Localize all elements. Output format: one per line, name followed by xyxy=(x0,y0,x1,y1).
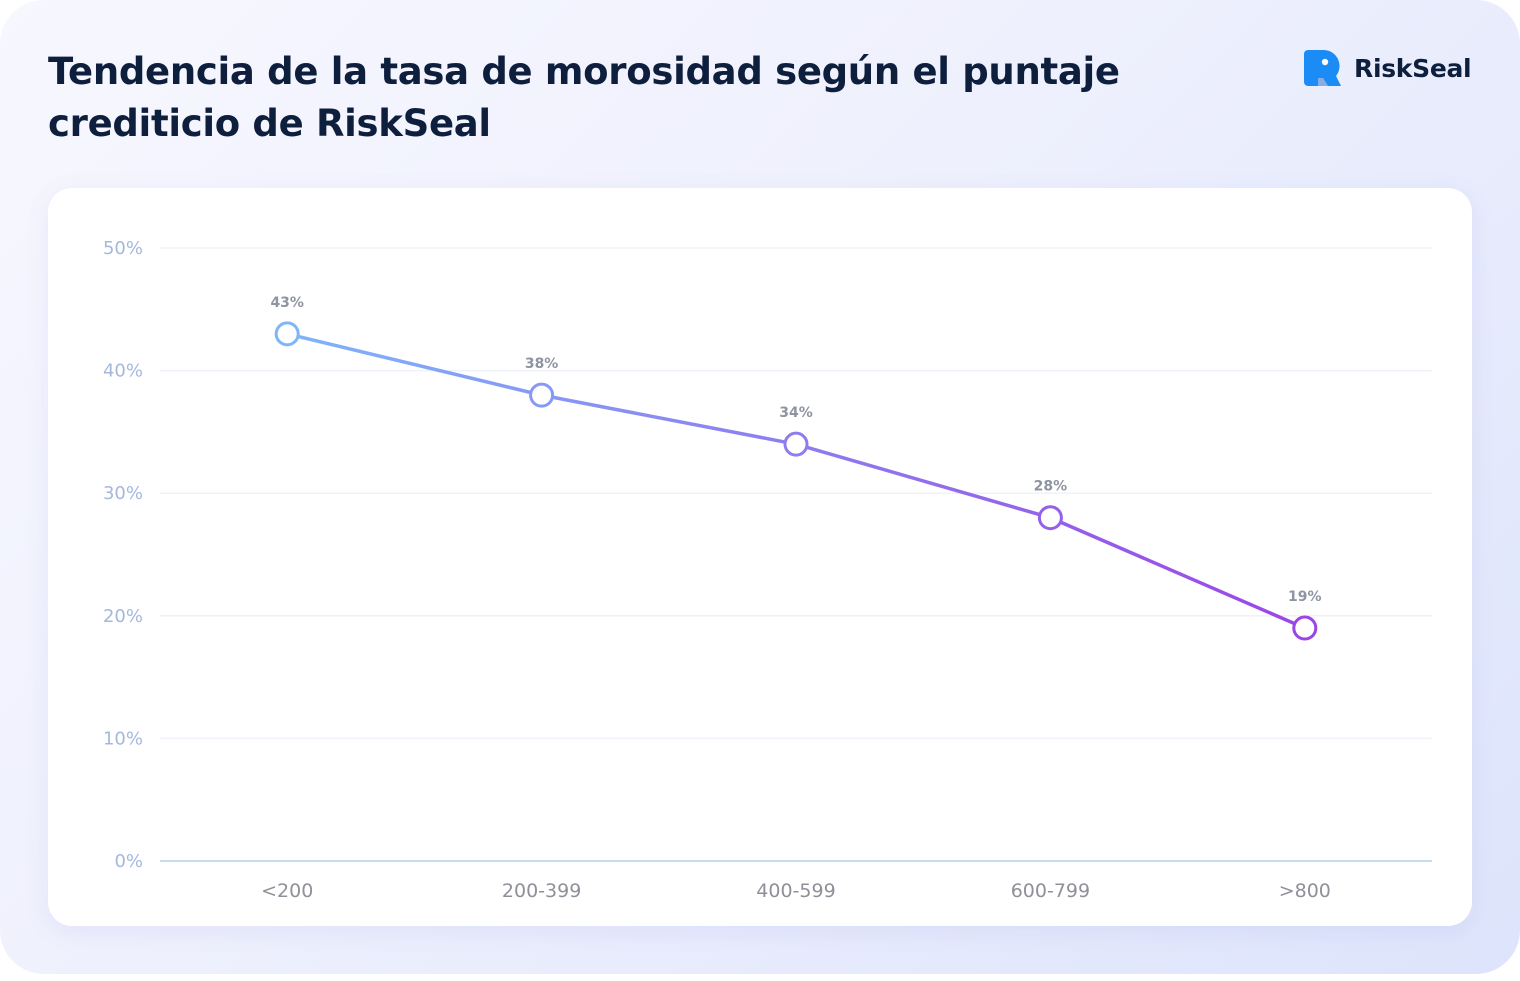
data-label: 28% xyxy=(1034,479,1068,495)
x-tick-label: 400-599 xyxy=(756,880,835,902)
logo-text: RiskSeal xyxy=(1354,53,1472,83)
x-tick-label: >800 xyxy=(1279,880,1331,902)
title-line-1: Tendencia de la tasa de morosidad según … xyxy=(48,50,1120,93)
y-tick-label: 0% xyxy=(114,851,143,872)
data-label: 34% xyxy=(779,405,813,421)
y-tick-label: 10% xyxy=(103,728,143,749)
y-tick-label: 20% xyxy=(103,606,143,627)
title-line-2: crediticio de RiskSeal xyxy=(48,102,491,145)
y-tick-label: 30% xyxy=(103,483,143,504)
brand-logo: RiskSeal xyxy=(1302,48,1472,88)
x-tick-label: 200-399 xyxy=(502,880,581,902)
y-tick-label: 50% xyxy=(103,238,143,259)
data-point[interactable] xyxy=(1292,615,1318,641)
x-tick-label: 600-799 xyxy=(1011,880,1090,902)
x-tick-label: <200 xyxy=(261,880,313,902)
line-chart: 0% 10% 20% 30% 40% 50% <200 200-399 400-599 600-… xyxy=(103,238,1432,902)
y-tick-label: 40% xyxy=(103,361,143,382)
page-title: Tendencia de la tasa de morosidad según … xyxy=(48,46,1198,150)
data-label: 19% xyxy=(1288,589,1322,605)
chart-card: 0% 10% 20% 30% 40% 50% <200 200-399 400-599 600-… xyxy=(48,188,1472,926)
seal-logo-icon xyxy=(1304,50,1341,86)
data-point[interactable] xyxy=(1037,505,1063,531)
series-line xyxy=(285,332,1307,630)
data-label: 43% xyxy=(270,295,304,311)
data-label: 38% xyxy=(525,356,559,372)
data-point[interactable] xyxy=(783,431,809,457)
data-point[interactable] xyxy=(529,382,555,408)
data-point[interactable] xyxy=(274,321,300,347)
